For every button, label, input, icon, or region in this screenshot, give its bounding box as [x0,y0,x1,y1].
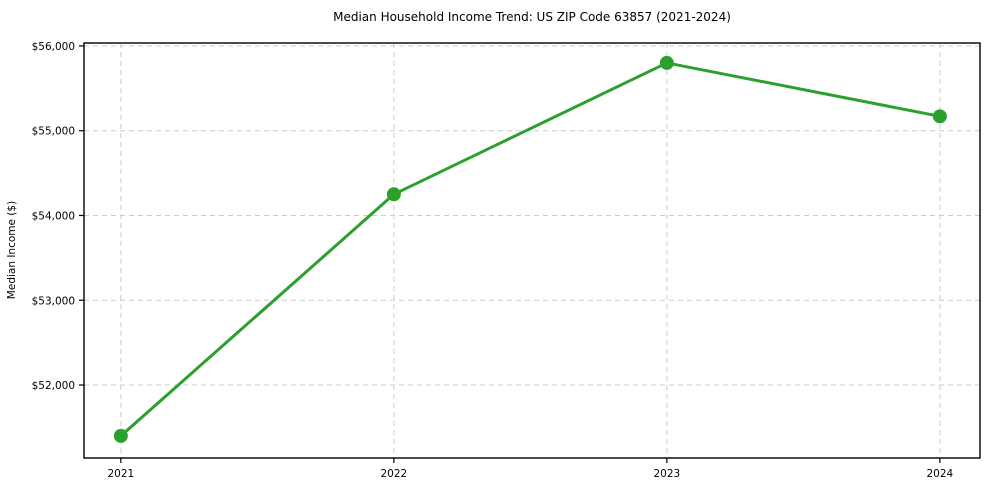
x-tick-label: 2022 [380,468,407,480]
y-tick-label: $54,000 [32,210,75,222]
data-point-marker [932,109,947,124]
x-tick-label: 2024 [927,468,954,480]
data-point-marker [386,187,401,202]
y-tick-label: $56,000 [32,41,75,53]
y-tick-label: $53,000 [32,295,75,307]
x-tick-label: 2023 [653,468,680,480]
data-point-marker [113,428,128,443]
data-point-marker [659,55,674,70]
y-tick-label: $55,000 [32,126,75,138]
axes-spines [83,42,981,459]
chart-title: Median Household Income Trend: US ZIP Co… [333,10,731,24]
income-trend-line [119,61,942,438]
x-tick-label: 2021 [107,468,134,480]
y-tick-label: $52,000 [32,380,75,392]
